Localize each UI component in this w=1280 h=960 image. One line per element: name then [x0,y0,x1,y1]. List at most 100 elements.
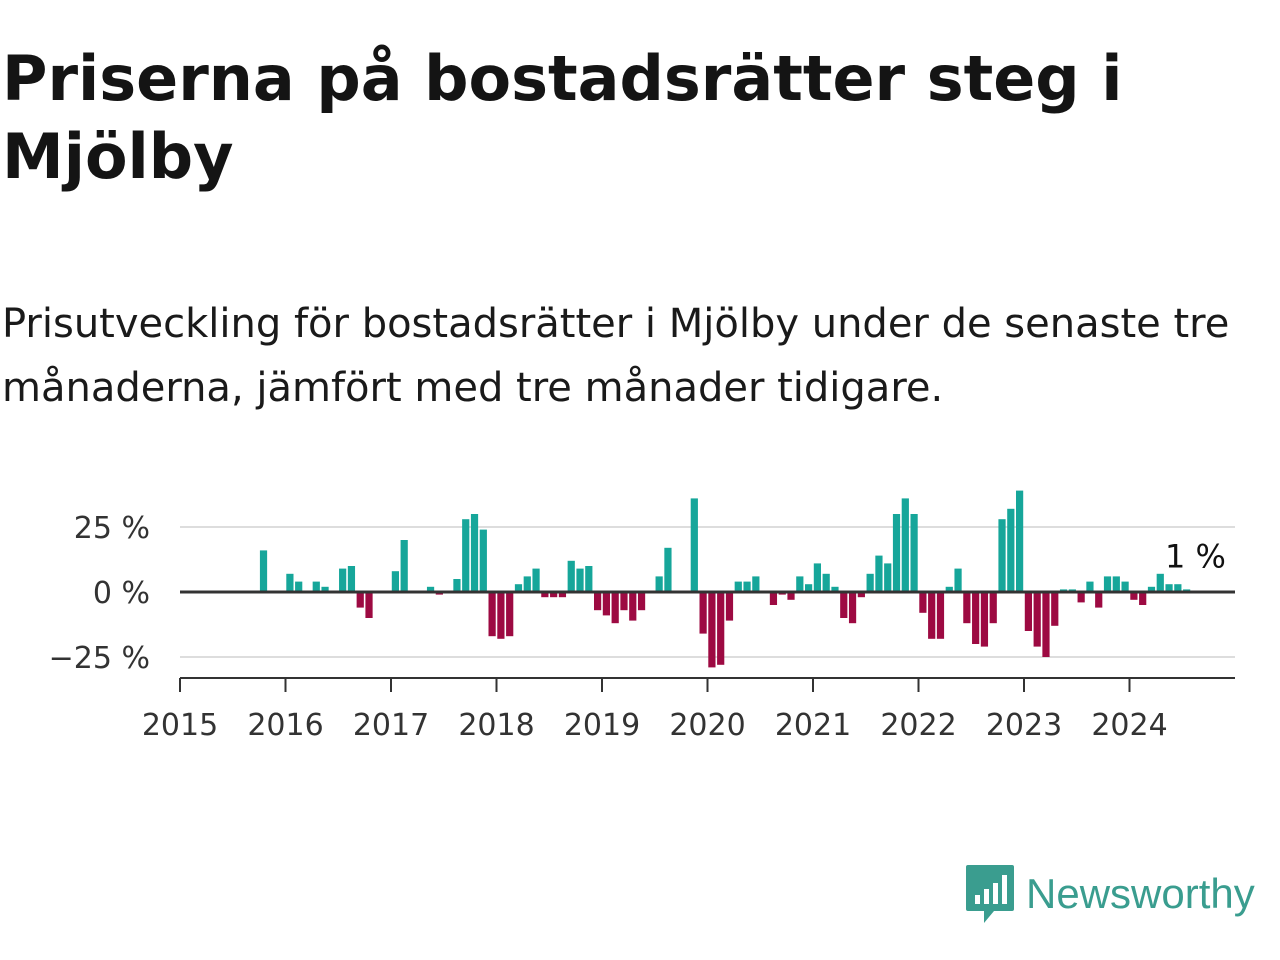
bar [804,584,813,592]
bar [725,592,734,621]
bar [488,592,496,637]
bar [426,586,435,592]
bar [620,592,628,611]
x-tick-label: 2019 [564,708,640,743]
bar [400,540,408,592]
bar [506,592,514,637]
bar [1042,592,1050,657]
bar [972,592,980,644]
bar [936,592,945,639]
y-tick-label: −25 % [49,641,150,676]
bar [523,576,531,592]
bar [734,581,742,592]
bar [321,586,329,592]
bar [514,584,523,592]
bar [743,581,751,592]
bar [1147,586,1156,592]
bar [655,576,663,592]
x-tick-label: 2017 [353,708,429,743]
bar [813,563,822,592]
bar [470,514,479,592]
bar [259,550,268,592]
bar [1024,592,1033,631]
bar [339,568,347,592]
bar-chart: 25 % 0 % −25 % 2015 2016 2017 2018 2019 2020 2021… [49,490,1235,743]
x-tick-label: 2020 [669,708,745,743]
bar [1007,508,1015,592]
bar [1015,490,1024,592]
bar [558,592,567,598]
bar [356,592,364,608]
bar [1051,592,1059,626]
bar [928,592,936,639]
x-tick-label: 2018 [458,708,534,743]
bar [1033,592,1041,647]
bar [611,592,619,624]
bar [295,581,303,592]
bar [901,498,909,592]
bar [1112,576,1120,592]
newsworthy-logo-icon [966,865,1014,923]
bar [866,573,874,592]
bar [945,586,953,592]
bar [391,571,400,592]
bar [875,555,883,592]
bar [857,592,865,598]
logo-text: Newsworthy [1026,870,1255,917]
bar [365,592,373,618]
bar [637,592,646,611]
bar [286,573,294,592]
bar [1174,584,1182,592]
x-tick-label: 2015 [142,708,218,743]
bars [259,490,1191,668]
bar [462,519,470,592]
x-tick-label: 2022 [880,708,956,743]
bar [532,568,540,592]
bar [1095,592,1103,608]
bar [980,592,989,647]
bar [822,573,830,592]
x-tick-label: 2016 [247,708,323,743]
bar [1130,592,1138,600]
grid-lines [180,526,1235,658]
bar [602,592,611,616]
bar [1139,592,1147,605]
bar [717,592,725,665]
axes: 25 % 0 % −25 % 2015 2016 2017 2018 2019 2020 2021… [49,511,1235,743]
bar [1121,581,1129,592]
bar [629,592,637,621]
bar [567,560,575,592]
bar [453,579,461,592]
bar [1077,592,1085,603]
chart-title: Priserna på bostadsrätter steg i Mjölby [2,42,1123,193]
x-tick-label: 2023 [986,708,1062,743]
chart-subtitle: Prisutveckling för bostadsrätter i Mjölb… [2,301,1230,411]
bar [752,576,760,592]
bar [1086,581,1094,592]
bar [1156,573,1164,592]
bar [910,514,918,592]
x-tick-label: 2021 [775,708,851,743]
bar [831,586,839,592]
bar [919,592,927,613]
bar [690,498,698,592]
bar [963,592,971,624]
bar [497,592,505,639]
bar [541,592,549,598]
bar [479,529,487,592]
bar [796,576,804,592]
bar [848,592,857,624]
bar [998,519,1006,592]
bar [892,514,901,592]
bar [312,581,320,592]
annotation-label: 1 % [1165,537,1226,575]
bar [954,568,962,592]
y-tick-label: 25 % [74,511,150,546]
newsworthy-logo: Newsworthy [964,862,1255,926]
bar [708,592,716,668]
bar [1103,576,1112,592]
bar [664,547,672,592]
bar [840,592,848,618]
bar [884,563,892,592]
bar [699,592,707,634]
